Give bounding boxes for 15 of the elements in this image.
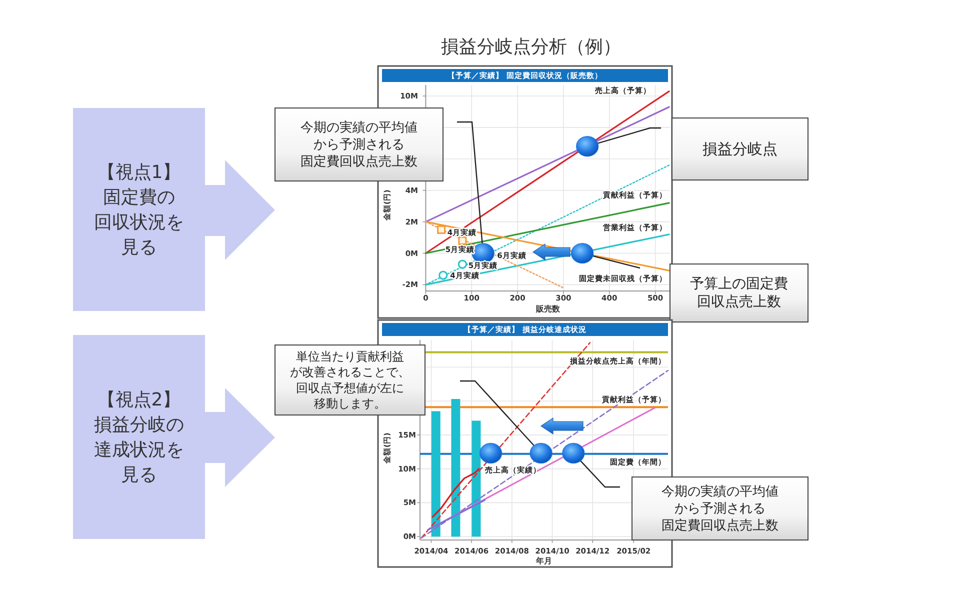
text: 今期の実績の平均値から予測される固定費回収点売上数 (300, 119, 418, 169)
text: 【視点1】固定費の回収状況を見る (94, 162, 184, 258)
point (438, 270, 448, 280)
annotation: 今期の実績の平均値から予測される固定費回収点売上数 (662, 483, 778, 533)
x-axis-title: 年月 (535, 556, 552, 566)
text: 予算上の固定費回収点売上数 (690, 276, 788, 310)
point (437, 225, 446, 234)
text: 損益分岐点 (702, 140, 778, 158)
text: 単位当たり貢献利益が改善されることで、回収点予想値が左に移動します。 (290, 350, 410, 410)
text: 損益分岐点分析（例） (441, 36, 621, 58)
x-axis-title: 販売数 (535, 304, 561, 314)
point (458, 260, 467, 269)
line-series (432, 468, 480, 518)
text: 【視点2】損益分岐の達成状況を見る (94, 389, 184, 485)
point (458, 236, 467, 245)
